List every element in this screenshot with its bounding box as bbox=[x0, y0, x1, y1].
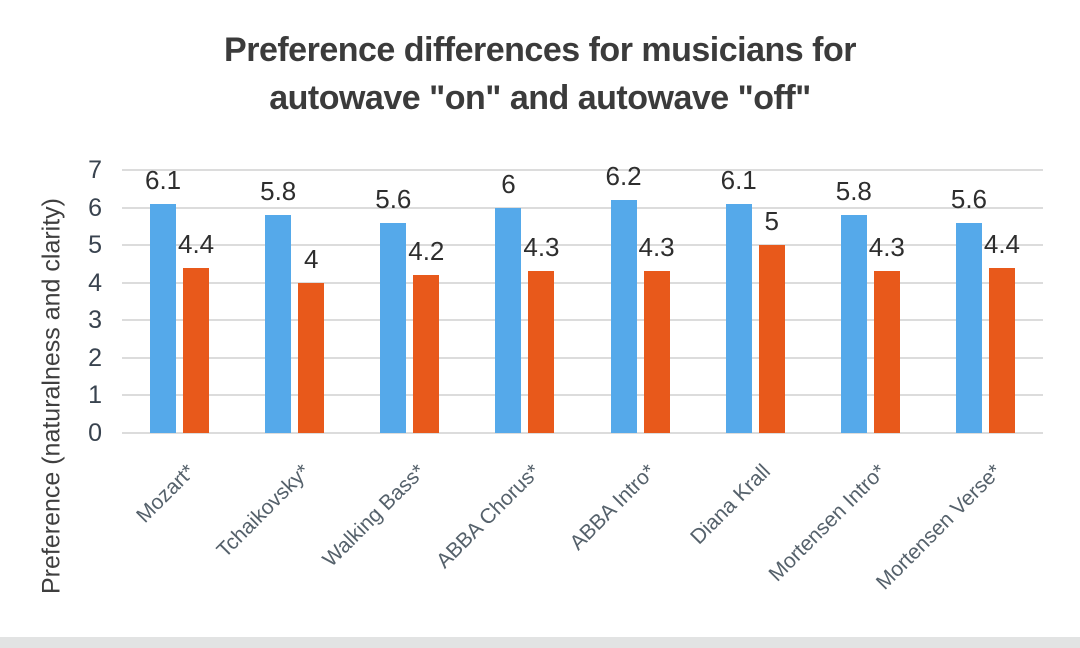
gridline bbox=[122, 356, 1043, 359]
bar-autowave-off bbox=[413, 275, 440, 433]
gridline bbox=[122, 319, 1043, 322]
chart-title: Preference differences for musicians for… bbox=[0, 26, 1080, 122]
y-tick-label: 0 bbox=[88, 419, 102, 447]
bar-value-label-off: 4.4 bbox=[983, 228, 1021, 259]
chart-title-line1: Preference differences for musicians for bbox=[224, 31, 856, 69]
bar-value-label-on: 5.8 bbox=[260, 176, 297, 207]
y-tick-label: 2 bbox=[88, 343, 102, 372]
x-category-label: ABBA Intro* bbox=[565, 460, 661, 555]
bar-autowave-off bbox=[758, 245, 785, 433]
bar-autowave-off bbox=[183, 267, 210, 433]
x-category-label: Mortensen Verse* bbox=[871, 460, 1006, 595]
x-category-label: Mortensen Intro* bbox=[764, 460, 891, 587]
bar-value-label-off: 4.3 bbox=[523, 232, 560, 263]
bar-autowave-on bbox=[610, 200, 637, 433]
bar-autowave-on bbox=[380, 222, 407, 433]
bar-autowave-on bbox=[495, 207, 522, 433]
bar-value-label-on: 6 bbox=[501, 168, 516, 199]
bar-value-label-off: 4 bbox=[303, 243, 319, 274]
bar-autowave-off bbox=[873, 271, 900, 433]
bar-value-label-on: 5.6 bbox=[950, 183, 988, 214]
x-category-label: Walking Bass* bbox=[318, 460, 431, 572]
bar-autowave-on bbox=[725, 203, 752, 433]
y-tick-label: 7 bbox=[88, 156, 102, 184]
x-category-label: Diana Krall bbox=[686, 460, 776, 549]
bar-value-label-on: 6.2 bbox=[605, 161, 642, 192]
gridline bbox=[122, 394, 1043, 397]
gridline bbox=[122, 281, 1043, 284]
bar-autowave-on bbox=[265, 215, 292, 433]
bar-value-label-off: 4.3 bbox=[868, 232, 905, 263]
bar-value-label-off: 4.4 bbox=[177, 228, 215, 259]
bar-autowave-off bbox=[528, 271, 555, 433]
y-tick-label: 1 bbox=[88, 381, 102, 410]
bar-autowave-off bbox=[643, 271, 670, 433]
gridline bbox=[122, 432, 1043, 434]
bar-autowave-on bbox=[840, 215, 867, 433]
bar-value-label-on: 6.1 bbox=[720, 164, 757, 195]
bar-autowave-off bbox=[298, 282, 325, 433]
bar-value-label-on: 5.8 bbox=[835, 176, 872, 207]
page-edge-strip bbox=[0, 637, 1080, 648]
bar-value-label-off: 4.2 bbox=[408, 236, 445, 267]
bar-value-label-on: 5.6 bbox=[375, 183, 412, 214]
x-category-label: ABBA Chorus* bbox=[432, 460, 546, 573]
y-tick-label: 3 bbox=[88, 306, 102, 335]
gridline bbox=[122, 206, 1043, 209]
bar-autowave-on bbox=[150, 203, 177, 433]
gridline bbox=[122, 244, 1043, 247]
y-tick-label: 4 bbox=[88, 268, 102, 297]
gridline bbox=[122, 169, 1043, 171]
y-tick-label: 5 bbox=[88, 231, 102, 260]
bar-autowave-off bbox=[988, 267, 1015, 433]
bar-value-label-on: 6.1 bbox=[144, 164, 182, 195]
bar-value-label-off: 4.3 bbox=[638, 232, 675, 263]
x-category-label: Mozart* bbox=[132, 460, 200, 528]
y-tick-label: 6 bbox=[88, 193, 102, 222]
bar-value-label-off: 5 bbox=[764, 206, 779, 237]
bar-autowave-on bbox=[955, 222, 982, 433]
chart-title-line2: autowave "on" and autowave "off" bbox=[269, 79, 811, 117]
x-category-label: Tchaikovsky* bbox=[212, 460, 315, 563]
